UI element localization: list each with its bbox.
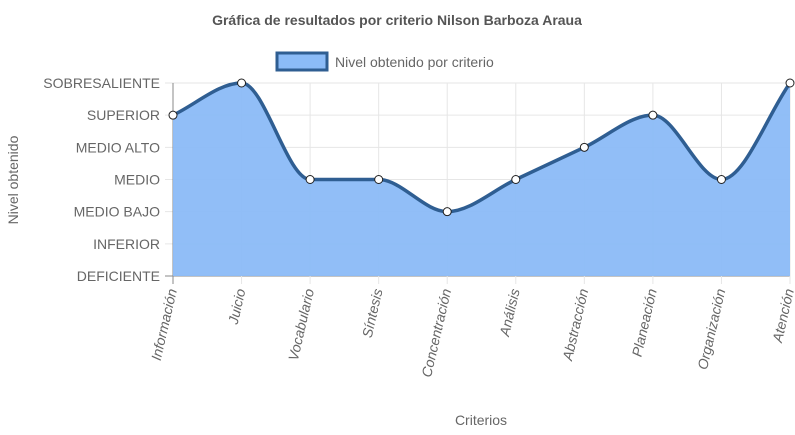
x-tick-label: Concentración bbox=[418, 287, 454, 379]
y-tick-label: DEFICIENTE bbox=[77, 268, 160, 284]
legend[interactable]: Nivel obtenido por criterio bbox=[275, 51, 494, 72]
series-line bbox=[172, 81, 792, 214]
data-point[interactable] bbox=[579, 142, 589, 152]
x-tick-label: Información bbox=[148, 287, 180, 362]
x-tick-label: Abstracción bbox=[559, 287, 591, 363]
x-tick-label: Síntesis bbox=[359, 287, 386, 339]
y-axis-label: Nivel obtenido bbox=[5, 135, 21, 224]
x-axis-label: Criterios bbox=[455, 412, 507, 428]
y-tick-label: MEDIO ALTO bbox=[76, 139, 160, 155]
data-point[interactable] bbox=[168, 110, 178, 120]
x-tick-label: Vocabulario bbox=[285, 287, 317, 362]
series-area bbox=[173, 83, 790, 276]
x-tick-label: Análisis bbox=[496, 287, 523, 339]
x-axis-ticks: Información Juicio Vocabulario Síntesis Conc… bbox=[148, 287, 795, 379]
y-tick-label: INFERIOR bbox=[93, 236, 160, 252]
legend-swatch bbox=[275, 51, 329, 72]
y-tick-label: MEDIO BAJO bbox=[74, 204, 160, 220]
x-tick-label: Juicio bbox=[225, 287, 249, 327]
data-point[interactable] bbox=[785, 78, 795, 88]
chart-title: Gráfica de resultados por criterio Nilso… bbox=[212, 12, 582, 28]
data-point[interactable] bbox=[442, 207, 452, 217]
x-tick-label: Atención bbox=[769, 287, 795, 345]
data-point[interactable] bbox=[305, 175, 315, 184]
data-points bbox=[168, 78, 795, 217]
x-tick-label: Organización bbox=[694, 287, 728, 371]
data-point[interactable] bbox=[374, 175, 384, 184]
x-tick-label: Planeación bbox=[629, 287, 660, 358]
y-tick-label: MEDIO bbox=[114, 172, 160, 188]
data-point[interactable] bbox=[648, 110, 658, 120]
data-point[interactable] bbox=[511, 175, 521, 184]
y-tick-label: SOBRESALIENTE bbox=[43, 75, 160, 91]
data-point[interactable] bbox=[237, 78, 247, 88]
y-axis-ticks: DEFICIENTE INFERIOR MEDIO BAJO MEDIO MEDIO A… bbox=[43, 75, 160, 284]
y-tick-label: SUPERIOR bbox=[87, 107, 160, 123]
data-point[interactable] bbox=[716, 175, 726, 184]
legend-label: Nivel obtenido por criterio bbox=[335, 54, 494, 70]
